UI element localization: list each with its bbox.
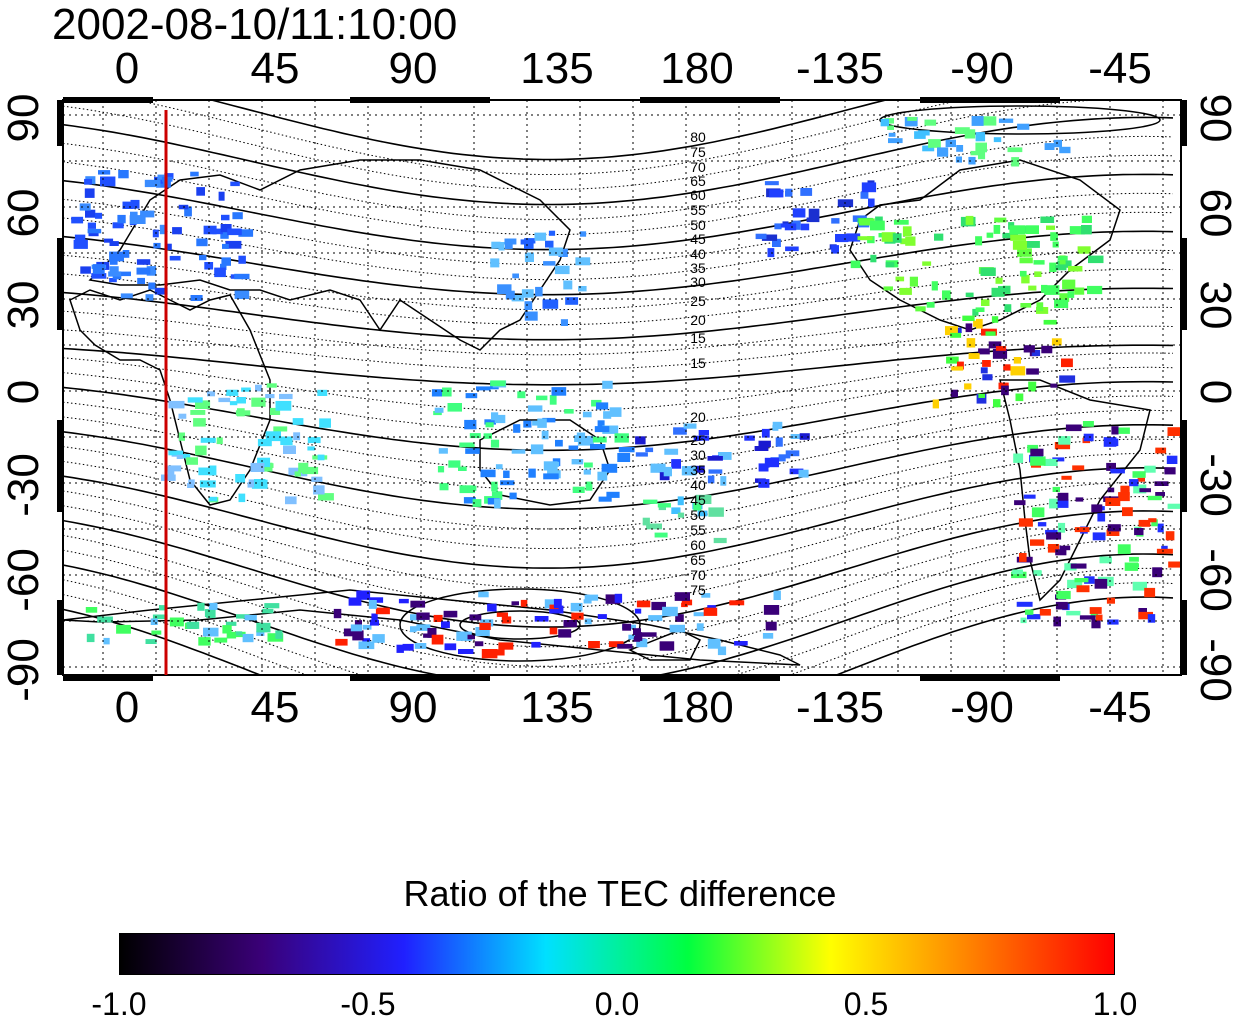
contour-label: 60 — [690, 537, 706, 553]
contour-label: 55 — [690, 202, 706, 218]
colorbar-label: 1.0 — [1092, 986, 1138, 1022]
bottom-longitude-tick: 0 — [114, 683, 140, 732]
contour-label: 30 — [690, 274, 706, 290]
colorbar-title: Ratio of the TEC difference — [403, 873, 837, 914]
contour-label: 20 — [690, 312, 706, 328]
contour-label: 40 — [690, 246, 706, 262]
bottom-longitude-tick: -90 — [950, 683, 1014, 732]
contour-labels: 8075706560555045403530252015152025303540… — [690, 129, 706, 598]
contour-label: 50 — [690, 217, 706, 233]
contour-label: 25 — [690, 293, 706, 309]
colorbar-label: 0.5 — [843, 986, 889, 1022]
contour-label: 70 — [690, 159, 706, 175]
contour-label: 55 — [690, 522, 706, 538]
contour-label: 65 — [690, 173, 706, 189]
contour-label: 20 — [690, 409, 706, 425]
top-longitude-tick: -90 — [950, 44, 1014, 93]
contour-label: 45 — [690, 492, 706, 508]
contour-label: 35 — [690, 260, 706, 276]
timestamp-title: 2002-08-10/11:10:00 — [52, 0, 458, 49]
contour-label: 15 — [690, 355, 706, 371]
colorbar-label: -0.5 — [340, 986, 396, 1022]
axis-tick-bars — [57, 97, 1187, 681]
contour-label: 75 — [690, 144, 706, 160]
contour-label: 75 — [690, 582, 706, 598]
contour-label: 25 — [690, 432, 706, 448]
bottom-longitude-tick: 135 — [520, 683, 594, 732]
contour-label: 15 — [690, 330, 706, 346]
contour-label: 30 — [690, 447, 706, 463]
tec-data-overlay — [71, 116, 1181, 659]
top-longitude-tick: -45 — [1088, 44, 1152, 93]
top-longitude-tick: 135 — [520, 44, 594, 93]
top-longitude-tick: 180 — [660, 44, 734, 93]
colorbar-label: 0.0 — [594, 986, 640, 1022]
top-longitude-tick: 90 — [388, 44, 438, 93]
colorbar-label: -1.0 — [91, 986, 147, 1022]
bottom-longitude-tick: 45 — [250, 683, 300, 732]
top-longitude-tick: 0 — [114, 44, 140, 93]
contour-label: 65 — [690, 552, 706, 568]
map-grid — [63, 100, 1181, 675]
contour-label: 80 — [690, 129, 706, 145]
bottom-longitude-tick: -135 — [795, 683, 885, 732]
contour-label: 70 — [690, 567, 706, 583]
colorbar — [119, 933, 1115, 975]
top-longitude-tick: 45 — [250, 44, 300, 93]
map-frame — [62, 99, 1182, 676]
contour-label: 60 — [690, 187, 706, 203]
top-longitude-tick: -135 — [795, 44, 885, 93]
bottom-longitude-tick: -45 — [1088, 683, 1152, 732]
contour-label: 40 — [690, 477, 706, 493]
bottom-longitude-tick: 90 — [388, 683, 438, 732]
contour-label: 50 — [690, 507, 706, 523]
bottom-longitude-tick: 180 — [660, 683, 734, 732]
contour-label: 45 — [690, 231, 706, 247]
contour-label: 35 — [690, 462, 706, 478]
